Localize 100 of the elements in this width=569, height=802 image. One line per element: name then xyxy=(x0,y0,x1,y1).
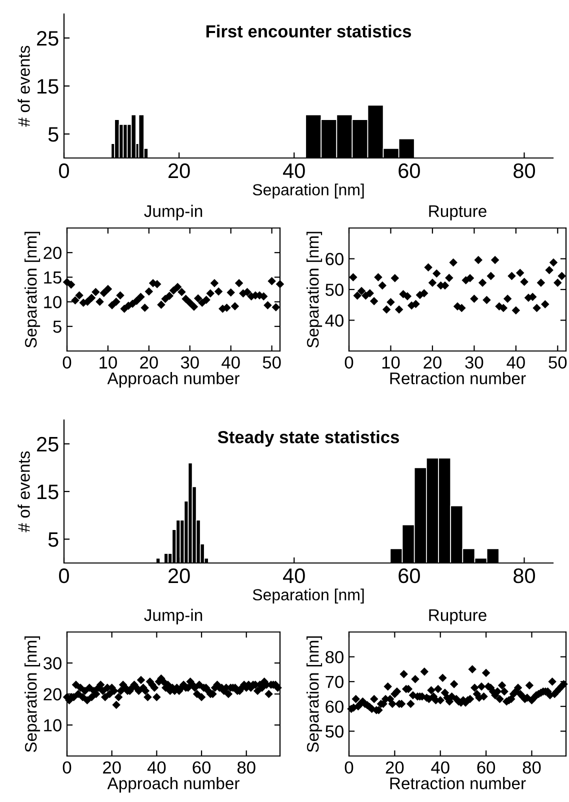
point xyxy=(370,297,378,306)
y-tick-label: 10 xyxy=(44,296,62,308)
point xyxy=(558,272,566,280)
x-tick-label: 40 xyxy=(283,163,305,178)
point xyxy=(170,286,178,294)
x-tick-label: 20 xyxy=(103,761,121,774)
point xyxy=(198,298,206,307)
point xyxy=(104,285,112,293)
y-tick-label: 60 xyxy=(326,252,344,266)
point xyxy=(194,294,202,302)
x-tick-label: 40 xyxy=(222,356,240,369)
y-axis-title: # of events xyxy=(18,451,30,532)
point xyxy=(178,288,186,296)
point xyxy=(541,300,549,308)
y-tick-label: 40 xyxy=(325,314,344,327)
chart-title: First encounter statistics xyxy=(206,24,412,38)
point xyxy=(120,304,128,313)
x-tick-label: 0 xyxy=(62,356,72,369)
point xyxy=(268,277,276,285)
point xyxy=(362,292,370,300)
point xyxy=(206,290,214,298)
point xyxy=(550,258,558,266)
point xyxy=(349,273,358,282)
chart-title: Rupture xyxy=(429,609,486,624)
x-tick-label: 60 xyxy=(477,761,496,774)
point xyxy=(112,298,120,306)
point xyxy=(532,304,541,312)
x-axis-title: Approach number xyxy=(107,372,240,388)
y-tick-label: 70 xyxy=(326,676,344,688)
point xyxy=(432,270,440,278)
x-tick-label: 60 xyxy=(192,761,211,774)
x-tick-label: 80 xyxy=(237,761,256,774)
point xyxy=(395,306,403,314)
point xyxy=(71,296,80,304)
point xyxy=(374,273,382,282)
y-tick-label: 60 xyxy=(326,700,344,713)
x-tick-label: 0 xyxy=(59,568,69,584)
y-tick-label: 25 xyxy=(37,31,58,46)
x-tick-label: 0 xyxy=(59,163,69,178)
x-tick-label: 50 xyxy=(548,356,567,369)
y-tick-label: 10 xyxy=(44,719,62,732)
x-tick-label: 20 xyxy=(424,356,442,369)
point xyxy=(478,278,486,287)
y-tick-label: 50 xyxy=(326,725,344,738)
point xyxy=(420,289,428,298)
point xyxy=(378,282,386,290)
y-axis-title: Separation [nm] xyxy=(24,636,40,752)
point xyxy=(391,274,399,282)
point xyxy=(366,289,374,298)
x-tick-label: 0 xyxy=(62,761,72,774)
y-tick-label: 5 xyxy=(48,532,58,547)
point xyxy=(92,288,100,296)
point xyxy=(412,300,420,308)
x-tick-label: 10 xyxy=(382,356,400,369)
point xyxy=(116,292,124,300)
point xyxy=(504,294,512,303)
x-tick-label: 50 xyxy=(262,356,281,369)
point xyxy=(174,283,182,291)
point xyxy=(428,278,436,287)
y-axis-title: Separation [nm] xyxy=(306,232,322,348)
x-axis-title: Separation [nm] xyxy=(252,184,364,199)
x-tick-label: 0 xyxy=(344,356,354,369)
y-tick-label: 20 xyxy=(44,246,62,260)
point xyxy=(190,302,198,311)
x-tick-label: 30 xyxy=(465,356,484,369)
chart-title: Jump-in xyxy=(144,204,202,220)
y-tick-label: 20 xyxy=(44,688,62,700)
point xyxy=(157,300,166,309)
x-axis-title: Separation [nm] xyxy=(252,588,364,604)
x-tick-label: 80 xyxy=(522,761,541,774)
x-tick-label: 80 xyxy=(514,163,536,178)
x-tick-label: 10 xyxy=(100,356,117,369)
y-tick-label: 80 xyxy=(326,650,344,664)
y-tick-label: 15 xyxy=(38,484,58,500)
point xyxy=(545,266,554,274)
point xyxy=(354,292,362,300)
point xyxy=(466,274,474,282)
y-axis-title: Separation [nm] xyxy=(24,232,40,348)
point xyxy=(445,274,453,282)
point xyxy=(358,287,366,295)
x-tick-label: 20 xyxy=(168,163,190,178)
point xyxy=(458,304,466,312)
point xyxy=(231,302,239,310)
point xyxy=(145,288,153,296)
y-axis-title: Separation [nm] xyxy=(306,636,322,752)
point xyxy=(108,301,116,310)
point xyxy=(210,279,218,287)
point xyxy=(214,288,222,296)
point xyxy=(508,272,516,280)
point xyxy=(96,298,104,306)
x-tick-label: 40 xyxy=(506,356,525,369)
point xyxy=(386,298,395,306)
point xyxy=(449,258,458,266)
point xyxy=(537,278,545,287)
x-tick-label: 40 xyxy=(431,761,450,774)
point xyxy=(67,280,75,288)
point xyxy=(100,289,108,297)
point xyxy=(512,306,520,314)
point xyxy=(516,269,524,277)
point xyxy=(474,256,482,264)
